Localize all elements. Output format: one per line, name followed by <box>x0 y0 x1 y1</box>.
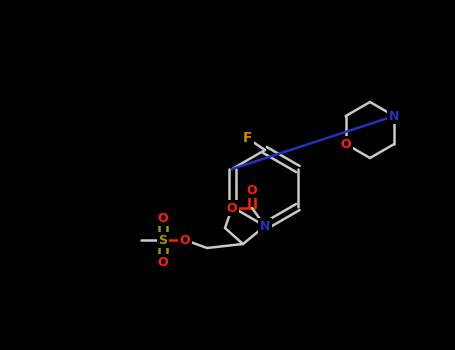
Text: O: O <box>158 211 168 224</box>
Text: O: O <box>340 138 351 150</box>
Text: O: O <box>180 233 190 246</box>
Text: O: O <box>227 202 238 215</box>
Text: O: O <box>158 256 168 268</box>
Text: S: S <box>158 233 167 246</box>
Text: F: F <box>242 131 252 145</box>
Text: O: O <box>247 183 258 196</box>
Text: N: N <box>260 219 270 232</box>
Text: N: N <box>389 110 399 122</box>
